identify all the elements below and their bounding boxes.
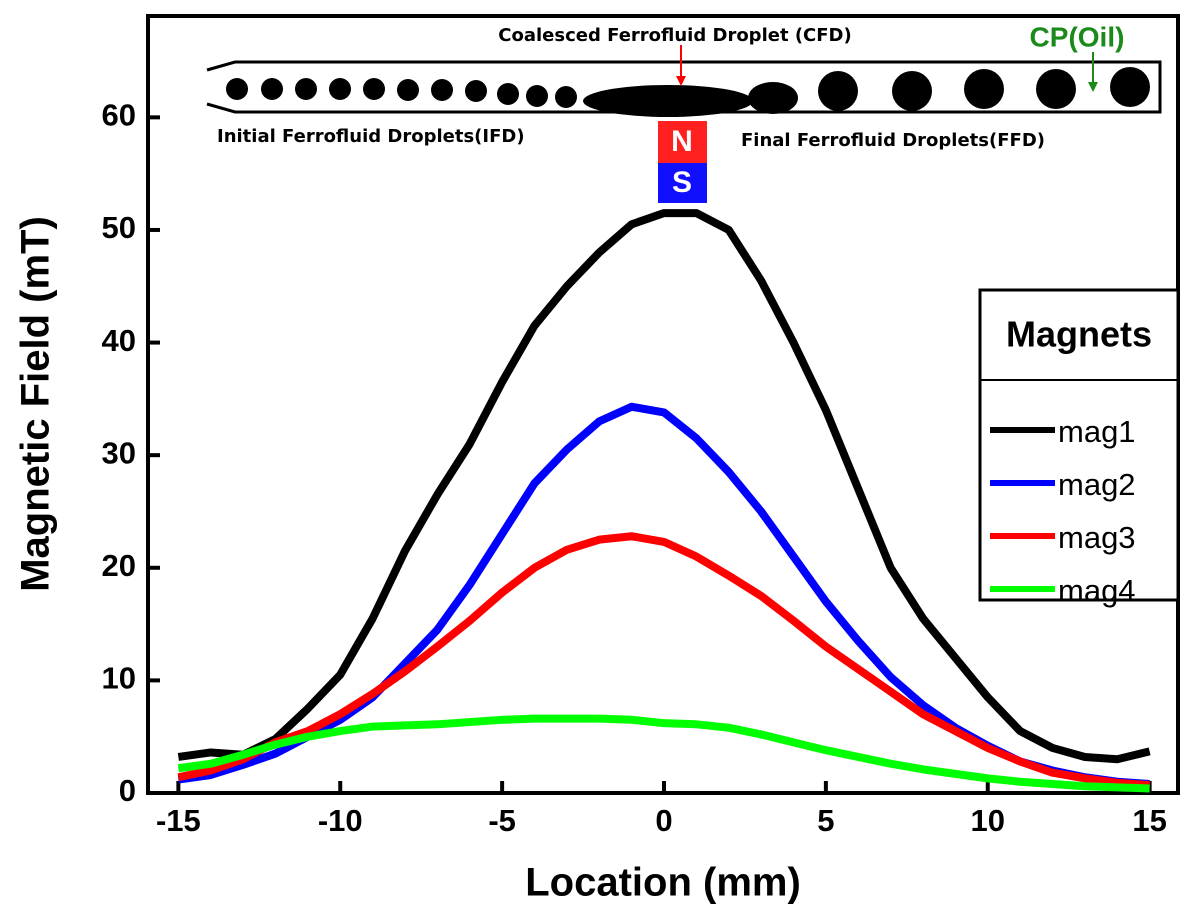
y-axis-title: Magnetic Field (mT) <box>14 216 58 592</box>
y-tick-label: 20 <box>102 548 136 583</box>
x-tick-label: 10 <box>971 803 1005 838</box>
y-tick-label: 0 <box>119 773 136 808</box>
legend-title: Magnets <box>1006 314 1152 355</box>
legend-box <box>978 288 1180 602</box>
x-tick-label: 0 <box>655 803 672 838</box>
inset-diagram <box>206 45 1162 203</box>
x-tick-label: 5 <box>817 803 834 838</box>
legend-label: mag2 <box>1058 467 1136 502</box>
legend-label: mag1 <box>1058 414 1136 449</box>
y-tick-label: 10 <box>102 661 136 696</box>
legend-label: mag4 <box>1058 573 1136 608</box>
y-tick-label: 40 <box>102 323 136 358</box>
x-axis-title: Location (mm) <box>525 861 801 905</box>
x-tick-label: 15 <box>1132 803 1166 838</box>
x-tick-label: -15 <box>156 803 201 838</box>
y-tick-label: 30 <box>102 435 136 470</box>
magnet-pole: S <box>672 166 692 199</box>
line-series <box>177 532 1150 790</box>
x-tick-label: -5 <box>488 803 516 838</box>
x-tick-label: -10 <box>318 803 363 838</box>
y-tick-label: 50 <box>102 210 136 245</box>
line-series <box>177 714 1150 793</box>
magnet-pole: N <box>671 125 693 158</box>
annotation: Initial Ferrofluid Droplets(IFD) <box>217 126 525 147</box>
legend-label: mag3 <box>1058 520 1136 555</box>
line-series <box>177 209 1151 764</box>
annotation: Coalesced Ferrofluid Droplet (CFD) <box>498 25 851 46</box>
annotation: Final Ferrofluid Droplets(FFD) <box>741 130 1045 151</box>
y-tick-label: 60 <box>102 98 136 133</box>
annotation: CP(Oil) <box>1030 21 1125 52</box>
